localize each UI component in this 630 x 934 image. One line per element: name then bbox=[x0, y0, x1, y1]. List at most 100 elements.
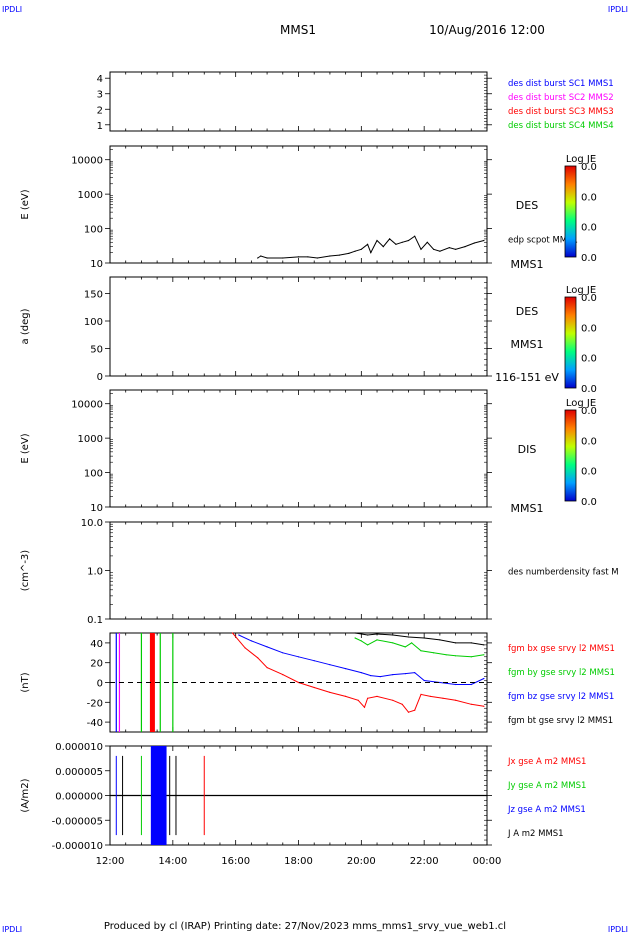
data-point-5-3-8 bbox=[470, 642, 472, 644]
data-point-5-0-11 bbox=[367, 697, 369, 699]
data-point-5-3-5 bbox=[423, 637, 425, 639]
legend-entry: des dist burst SC3 MMS3 bbox=[508, 107, 614, 117]
panel-frame bbox=[109, 521, 488, 620]
colorbar-tick-label: 0.0 bbox=[581, 497, 597, 508]
data-point-5-1-11 bbox=[470, 656, 472, 658]
series-line-5-2 bbox=[238, 634, 485, 685]
spacecraft-label: MMS1 bbox=[511, 258, 544, 271]
data-point-5-3-6 bbox=[439, 639, 441, 641]
data-point-5-3-2 bbox=[376, 633, 378, 635]
data-point-1-0-16 bbox=[389, 238, 391, 240]
corner-label-bottom-right: IPDLI bbox=[608, 925, 628, 934]
footer-credit: Produced by cl (IRAP) Printing date: 27/… bbox=[104, 921, 506, 932]
series-label: fgm by gse srvy l2 MMS1 bbox=[508, 668, 615, 678]
data-point-5-1-12 bbox=[483, 654, 485, 656]
colorbar-tick-label: 0.0 bbox=[581, 293, 597, 304]
data-point-5-2-12 bbox=[404, 673, 406, 675]
time-tick-label: 16:00 bbox=[221, 856, 250, 867]
data-point-5-2-2 bbox=[266, 646, 268, 648]
time-tick-label: 22:00 bbox=[410, 856, 439, 867]
data-point-1-0-15 bbox=[382, 246, 384, 248]
data-point-1-0-26 bbox=[455, 248, 457, 250]
data-point-1-0-7 bbox=[329, 255, 331, 257]
y-tick-label: 10.0 bbox=[81, 518, 103, 529]
data-point-5-0-5 bbox=[297, 681, 300, 684]
y-tick-label: 0.000000 bbox=[55, 792, 103, 803]
y-tick-label: 100 bbox=[84, 469, 103, 480]
data-point-5-2-4 bbox=[297, 656, 300, 658]
series-line-1-0 bbox=[257, 235, 485, 259]
data-point-5-2-11 bbox=[392, 674, 394, 676]
y-tick-label: 4 bbox=[97, 74, 103, 85]
y-tick-label: 1 bbox=[97, 121, 103, 132]
legend-entry: J A m2 MMS1 bbox=[507, 829, 564, 839]
burst-interval-0 bbox=[115, 633, 117, 732]
y-tick-label: 100 bbox=[84, 317, 103, 328]
y-tick-label: 0.000005 bbox=[55, 767, 103, 778]
colorbar-dis_energy: Log JE0.00.00.00.0 bbox=[564, 398, 597, 508]
data-point-1-0-22 bbox=[426, 241, 428, 243]
data-point-5-2-16 bbox=[455, 683, 457, 686]
data-point-1-0-2 bbox=[266, 257, 268, 259]
instrument-label: DES bbox=[516, 199, 538, 212]
series-label: fgm bz gse srvy l2 MMS1 bbox=[508, 692, 614, 702]
y-axis-label: (A/m2) bbox=[20, 778, 31, 812]
y-axis-label: (nT) bbox=[20, 672, 31, 692]
y-tick-label: 10 bbox=[90, 259, 103, 270]
data-point-5-3-7 bbox=[455, 642, 457, 644]
data-point-5-1-8 bbox=[433, 652, 435, 654]
burst-interval-3 bbox=[149, 633, 155, 732]
legend-entry: Jy gse A m2 MMS1 bbox=[507, 781, 586, 791]
data-point-5-0-4 bbox=[282, 674, 284, 676]
data-point-1-0-12 bbox=[367, 243, 369, 245]
data-point-5-1-9 bbox=[445, 654, 447, 656]
data-point-5-0-18 bbox=[429, 695, 431, 698]
data-point-5-0-14 bbox=[401, 703, 403, 705]
data-point-1-0-28 bbox=[473, 242, 475, 244]
energy-range-label: 116-151 eV bbox=[495, 371, 559, 384]
time-tick-label: 18:00 bbox=[284, 856, 313, 867]
spacecraft-label: MMS1 bbox=[511, 338, 544, 351]
data-point-5-3-1 bbox=[367, 634, 369, 636]
data-point-5-2-6 bbox=[329, 664, 331, 666]
colorbar-bar bbox=[564, 165, 577, 258]
data-point-5-3-0 bbox=[354, 632, 356, 634]
burst-interval-4 bbox=[159, 633, 161, 732]
y-tick-label: 0.1 bbox=[87, 615, 103, 626]
colorbar-des_energy: Log JE0.00.00.00.0 bbox=[564, 154, 597, 264]
colorbar-des_pitch: Log JE0.00.00.00.0 bbox=[564, 285, 597, 395]
data-point-1-0-19 bbox=[407, 239, 410, 242]
panel-dis_energy: 10 100 1000 10000 E (eV) DIS MMS1 bbox=[20, 389, 543, 515]
data-point-5-0-15 bbox=[407, 711, 410, 713]
colorbar-title: Log JE bbox=[566, 398, 596, 409]
series-label: fgm bx gse srvy l2 MMS1 bbox=[508, 644, 615, 654]
data-point-5-0-13 bbox=[392, 699, 394, 701]
data-point-5-0-2 bbox=[257, 657, 259, 659]
colorbar-tick-label: 0.0 bbox=[581, 467, 597, 478]
series-label: edp scpot MMS1 bbox=[508, 236, 578, 246]
data-point-1-0-10 bbox=[354, 250, 356, 252]
colorbar-title: Log JE bbox=[566, 154, 596, 165]
y-tick-label: 20 bbox=[90, 659, 103, 670]
legend-entry: des dist burst SC2 MMS2 bbox=[508, 93, 614, 103]
y-tick-label: 0 bbox=[97, 372, 103, 383]
data-point-5-0-20 bbox=[455, 699, 457, 701]
data-point-1-0-20 bbox=[414, 235, 416, 237]
colorbar-tick-label: 0.0 bbox=[581, 384, 597, 395]
data-point-1-0-29 bbox=[483, 239, 485, 242]
colorbar-tick-label: 0.0 bbox=[581, 406, 597, 417]
data-point-5-3-3 bbox=[392, 634, 394, 636]
data-point-5-0-0 bbox=[231, 632, 234, 634]
legend-entry: Jz gse A m2 MMS1 bbox=[507, 805, 586, 815]
colorbar-tick-label: 0.0 bbox=[581, 253, 597, 264]
colorbar-tick-label: 0.0 bbox=[581, 223, 597, 234]
series-line-5-3 bbox=[355, 632, 484, 646]
datetime-title: 10/Aug/2016 12:00 bbox=[429, 23, 545, 37]
y-axis-label: E (eV) bbox=[20, 189, 31, 219]
data-point-5-2-15 bbox=[439, 681, 441, 684]
data-point-5-1-6 bbox=[411, 642, 413, 644]
y-tick-label: 50 bbox=[90, 345, 103, 356]
data-point-1-0-9 bbox=[348, 252, 350, 254]
data-point-1-0-23 bbox=[433, 248, 435, 250]
